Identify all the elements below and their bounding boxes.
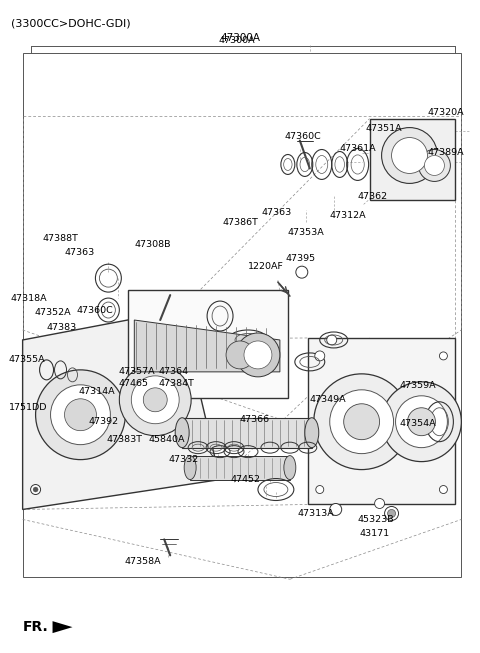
Text: 47386T: 47386T bbox=[222, 218, 258, 227]
Circle shape bbox=[236, 333, 280, 377]
Circle shape bbox=[382, 382, 461, 462]
Bar bbox=[23, 53, 461, 577]
Circle shape bbox=[244, 341, 272, 369]
Text: 47383T: 47383T bbox=[107, 435, 143, 444]
Circle shape bbox=[327, 335, 336, 345]
Text: 47312A: 47312A bbox=[330, 211, 366, 220]
Text: 1220AF: 1220AF bbox=[248, 262, 284, 271]
Text: 47452: 47452 bbox=[230, 475, 260, 484]
Circle shape bbox=[387, 509, 396, 517]
Text: FR.: FR. bbox=[23, 620, 48, 634]
Text: 47364: 47364 bbox=[158, 368, 188, 376]
Text: 47465: 47465 bbox=[119, 379, 148, 389]
Text: (3300CC>DOHC-GDI): (3300CC>DOHC-GDI) bbox=[11, 19, 130, 29]
Ellipse shape bbox=[284, 456, 296, 479]
Circle shape bbox=[120, 364, 191, 436]
Circle shape bbox=[132, 376, 179, 424]
Circle shape bbox=[330, 503, 342, 515]
Text: 47355A: 47355A bbox=[9, 355, 45, 364]
Text: 47384T: 47384T bbox=[158, 379, 194, 389]
Text: 45840A: 45840A bbox=[148, 435, 185, 444]
Ellipse shape bbox=[184, 456, 196, 479]
Circle shape bbox=[144, 388, 167, 412]
Ellipse shape bbox=[305, 418, 319, 448]
Circle shape bbox=[296, 266, 308, 278]
Text: 47314A: 47314A bbox=[78, 387, 115, 396]
Circle shape bbox=[382, 127, 437, 183]
Text: 47388T: 47388T bbox=[43, 234, 78, 243]
Text: 47318A: 47318A bbox=[11, 294, 48, 302]
Text: 47395: 47395 bbox=[286, 254, 316, 263]
Polygon shape bbox=[23, 310, 220, 509]
Ellipse shape bbox=[175, 418, 189, 448]
Text: 47320A: 47320A bbox=[428, 108, 464, 117]
Circle shape bbox=[64, 399, 96, 431]
Circle shape bbox=[344, 404, 380, 439]
Circle shape bbox=[396, 396, 447, 448]
Circle shape bbox=[226, 341, 254, 369]
Bar bbox=[128, 290, 288, 398]
Circle shape bbox=[315, 351, 325, 361]
Text: 47360C: 47360C bbox=[285, 132, 322, 141]
Polygon shape bbox=[182, 418, 312, 448]
Text: 47392: 47392 bbox=[88, 417, 119, 426]
Text: 47363: 47363 bbox=[64, 247, 95, 257]
Text: 47300A: 47300A bbox=[219, 37, 255, 45]
Polygon shape bbox=[190, 456, 290, 479]
Circle shape bbox=[31, 485, 41, 494]
Text: 47383: 47383 bbox=[47, 323, 77, 332]
Text: 47352A: 47352A bbox=[35, 308, 71, 317]
Polygon shape bbox=[308, 338, 456, 505]
Text: 47359A: 47359A bbox=[399, 381, 436, 390]
Circle shape bbox=[374, 498, 384, 509]
Circle shape bbox=[419, 150, 450, 182]
Text: 47353A: 47353A bbox=[288, 228, 324, 237]
Circle shape bbox=[314, 374, 409, 470]
Text: 47308B: 47308B bbox=[134, 240, 171, 249]
Circle shape bbox=[439, 352, 447, 360]
Circle shape bbox=[330, 390, 394, 454]
Polygon shape bbox=[52, 621, 72, 633]
Polygon shape bbox=[370, 119, 456, 200]
Circle shape bbox=[50, 385, 110, 445]
Text: 47332: 47332 bbox=[168, 455, 198, 464]
Circle shape bbox=[392, 138, 428, 174]
Text: 47363: 47363 bbox=[262, 208, 292, 217]
Text: 47349A: 47349A bbox=[310, 395, 347, 404]
Text: 47354A: 47354A bbox=[399, 419, 436, 428]
Text: 47357A: 47357A bbox=[119, 368, 155, 376]
Circle shape bbox=[408, 407, 435, 436]
Text: 45323B: 45323B bbox=[358, 515, 394, 524]
Circle shape bbox=[316, 486, 324, 494]
Text: 47360C: 47360C bbox=[76, 306, 113, 315]
Polygon shape bbox=[134, 320, 280, 372]
Circle shape bbox=[384, 507, 398, 520]
Text: 47361A: 47361A bbox=[340, 144, 376, 153]
Text: 47351A: 47351A bbox=[366, 124, 402, 133]
Text: 47313A: 47313A bbox=[298, 509, 335, 518]
Text: 47300A: 47300A bbox=[220, 33, 260, 43]
Circle shape bbox=[439, 486, 447, 494]
Text: 47362: 47362 bbox=[358, 192, 388, 201]
Text: 47366: 47366 bbox=[240, 415, 270, 424]
Text: 1751DD: 1751DD bbox=[9, 404, 47, 412]
Circle shape bbox=[33, 487, 38, 492]
Circle shape bbox=[424, 155, 444, 176]
Circle shape bbox=[36, 370, 125, 460]
Text: 47358A: 47358A bbox=[124, 557, 161, 565]
Text: 43171: 43171 bbox=[360, 529, 390, 538]
Text: 47389A: 47389A bbox=[428, 148, 464, 157]
